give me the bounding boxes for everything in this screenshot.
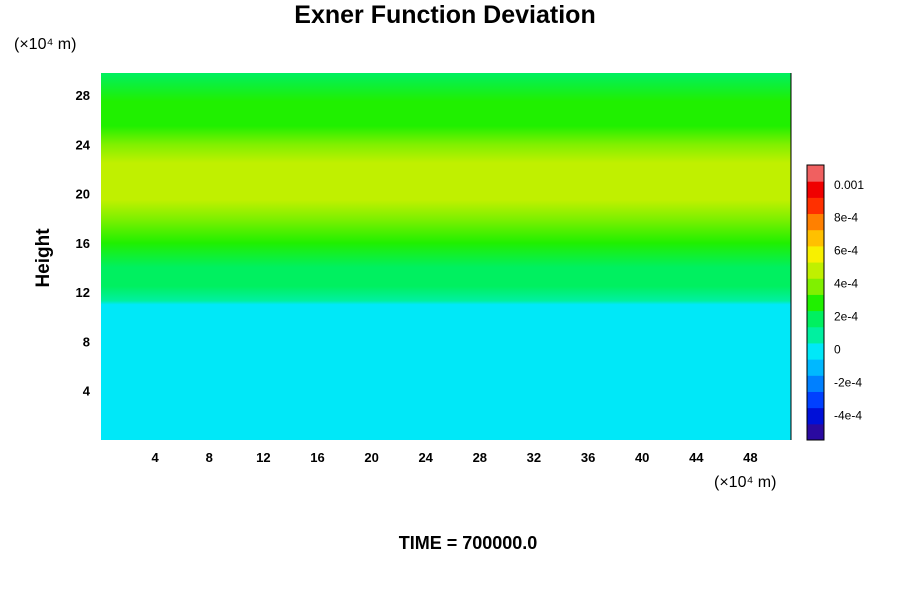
x-tick-label: 40 xyxy=(635,450,649,465)
colorbar-border xyxy=(806,164,825,441)
colorbar-swatch xyxy=(807,245,824,263)
y-tick-label: 24 xyxy=(76,137,91,152)
x-tick-label: 16 xyxy=(310,450,324,465)
colorbar-swatch xyxy=(807,342,824,360)
contour-field xyxy=(101,73,791,440)
y-axis-unit: (×10⁴ m) xyxy=(14,36,76,53)
y-tick-label: 12 xyxy=(76,285,90,300)
y-axis-ticks: 4 8 12 16 20 24 28 xyxy=(76,88,91,399)
y-tick-label: 16 xyxy=(76,236,90,251)
colorbar-swatch xyxy=(807,181,824,198)
x-tick-label: 4 xyxy=(151,450,159,465)
colorbar-swatch xyxy=(807,359,824,376)
colorbar-swatch xyxy=(807,294,824,312)
colorbar-swatch xyxy=(807,197,824,215)
x-tick-label: 28 xyxy=(473,450,487,465)
colorbar-swatch xyxy=(807,326,824,344)
colorbar-tick-label: -4e-4 xyxy=(834,408,862,422)
x-tick-label: 24 xyxy=(418,450,433,465)
colorbar-tick-label: 6e-4 xyxy=(834,244,858,258)
x-tick-label: 20 xyxy=(364,450,378,465)
x-axis-unit: (×10⁴ m) xyxy=(714,474,776,491)
y-tick-label: 20 xyxy=(76,187,90,202)
colorbar-swatch xyxy=(807,229,824,247)
x-tick-label: 8 xyxy=(206,450,213,465)
colorbar-tick-label: -2e-4 xyxy=(834,375,862,389)
colorbar-swatch xyxy=(807,310,824,328)
y-tick-label: 4 xyxy=(83,384,91,399)
x-tick-label: 48 xyxy=(743,450,757,465)
x-tick-label: 44 xyxy=(689,450,704,465)
colorbar-swatch xyxy=(807,213,824,231)
colorbar-swatch xyxy=(807,375,824,392)
x-axis-ticks: 4 8 12 16 20 24 28 32 36 40 44 48 xyxy=(151,450,757,465)
colorbar-tick-label: 0.001 xyxy=(834,178,864,192)
colorbar-swatch xyxy=(807,165,824,182)
x-tick-label: 12 xyxy=(256,450,270,465)
colorbar-tick-label: 0 xyxy=(834,342,841,356)
colorbar xyxy=(806,164,825,441)
x-tick-label: 36 xyxy=(581,450,595,465)
y-tick-label: 28 xyxy=(76,88,90,103)
colorbar-ticks: 0.001 8e-4 6e-4 4e-4 2e-4 0 -2e-4 -4e-4 xyxy=(834,178,864,422)
y-axis-label: Height xyxy=(33,228,54,288)
colorbar-tick-label: 4e-4 xyxy=(834,277,858,291)
time-annotation: TIME = 700000.0 xyxy=(399,533,538,553)
colorbar-swatch xyxy=(807,262,824,279)
chart-title: Exner Function Deviation xyxy=(294,1,595,29)
colorbar-swatch xyxy=(807,391,824,409)
plot-area xyxy=(101,73,792,440)
colorbar-swatch xyxy=(807,407,824,425)
colorbar-swatch xyxy=(807,278,824,295)
x-tick-label: 32 xyxy=(527,450,541,465)
colorbar-tick-label: 8e-4 xyxy=(834,211,858,225)
colorbar-tick-label: 2e-4 xyxy=(834,310,858,324)
colorbar-swatch xyxy=(807,423,824,441)
y-tick-label: 8 xyxy=(83,335,90,350)
